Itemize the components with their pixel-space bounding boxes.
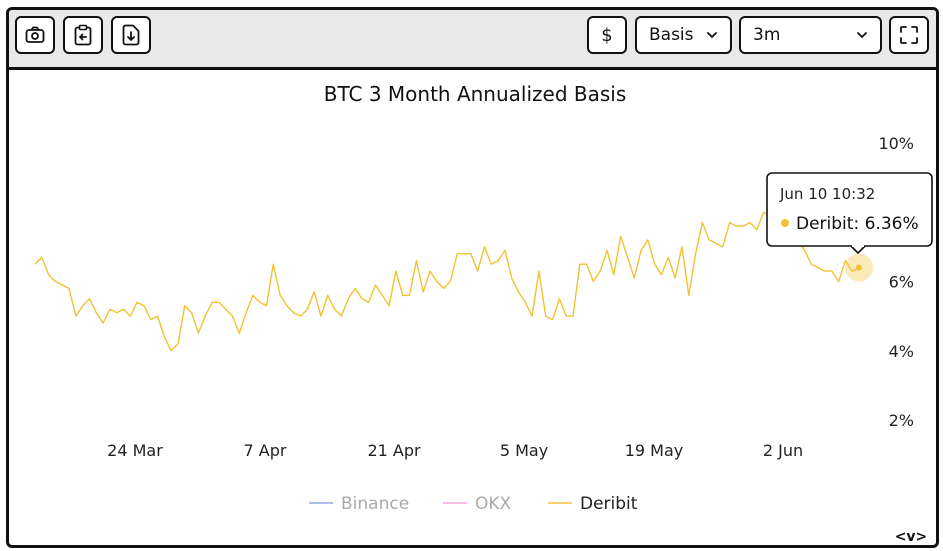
legend-label: OKX xyxy=(475,494,512,514)
chevron-down-icon xyxy=(857,32,867,38)
legend-item-deribit[interactable]: Deribit xyxy=(548,494,638,514)
y-tick-label: 4% xyxy=(889,342,914,361)
chart-title: BTC 3 Month Annualized Basis xyxy=(324,82,627,106)
metric-select[interactable]: Basis xyxy=(635,16,732,54)
legend-item-binance[interactable]: Binance xyxy=(309,494,409,514)
y-tick-label: 6% xyxy=(889,273,914,292)
fullscreen-button[interactable] xyxy=(889,16,929,54)
tenor-select-value: 3m xyxy=(753,25,781,45)
x-tick-label: 19 May xyxy=(625,441,684,460)
tooltip-separator: : xyxy=(853,214,864,234)
hover-point xyxy=(856,264,862,271)
legend-label: Deribit xyxy=(580,494,638,514)
tooltip-series-dot xyxy=(781,219,789,227)
pager-control[interactable]: <v> xyxy=(895,529,928,545)
legend-item-okx[interactable]: OKX xyxy=(443,494,512,514)
tooltip-row: Deribit: 6.36% xyxy=(796,214,919,234)
x-tick-label: 7 Apr xyxy=(244,441,287,460)
chevron-down-icon xyxy=(707,32,717,38)
x-tick-label: 24 Mar xyxy=(107,441,163,460)
x-tick-label: 21 Apr xyxy=(367,441,421,460)
chart-panel: $ Basis 3m BTC 3 Month Annualized Basis … xyxy=(6,7,939,548)
hover-marker xyxy=(845,253,873,282)
y-axis: 10% 6% 4% 2% xyxy=(878,134,914,430)
x-tick-label: 2 Jun xyxy=(763,441,803,460)
legend-label: Binance xyxy=(341,494,409,514)
x-tick-label: 5 May xyxy=(500,441,548,460)
screenshot-button[interactable] xyxy=(15,16,55,54)
plot-area xyxy=(34,211,860,352)
basis-chart: BTC 3 Month Annualized Basis 10% 6% 4% 2% 2… xyxy=(34,82,933,545)
legend: Binance OKX Deribit xyxy=(309,494,638,514)
tooltip: Jun 10 10:32 Deribit: 6.36% xyxy=(766,172,933,254)
y-tick-label: 10% xyxy=(878,134,914,153)
clipboard-icon xyxy=(74,24,92,46)
copy-clipboard-button[interactable] xyxy=(63,16,103,54)
series-line-deribit xyxy=(34,211,860,352)
x-axis: 24 Mar 7 Apr 21 Apr 5 May 19 May 2 Jun xyxy=(107,441,803,460)
tooltip-series: Deribit xyxy=(796,214,854,234)
tooltip-date: Jun 10 10:32 xyxy=(779,185,875,203)
fullscreen-icon xyxy=(900,26,918,44)
currency-label: $ xyxy=(601,24,613,46)
tenor-select[interactable]: 3m xyxy=(739,16,882,54)
tooltip-value: 6.36% xyxy=(865,214,919,234)
chart-toolbar: $ Basis 3m xyxy=(9,10,936,70)
camera-icon xyxy=(25,26,45,43)
currency-toggle-button[interactable]: $ xyxy=(587,16,627,54)
download-button[interactable] xyxy=(111,16,151,54)
file-download-icon xyxy=(122,24,140,46)
metric-select-value: Basis xyxy=(649,25,694,45)
y-tick-label: 2% xyxy=(889,411,914,430)
